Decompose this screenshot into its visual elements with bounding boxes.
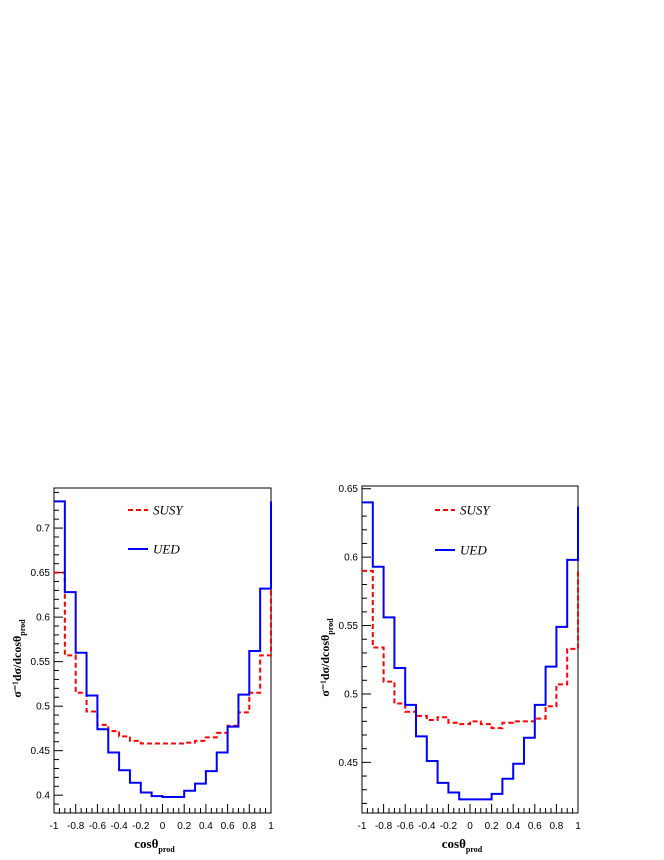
y-tick-label: 0.6 (344, 553, 358, 564)
x-axis-label: cosθprod (134, 836, 175, 854)
y-axis-label-main: σ⁻¹dσ/dcosθ (10, 636, 24, 698)
x-tick-label: 0.2 (485, 821, 499, 832)
y-tick-label: 0.45 (31, 746, 51, 757)
x-tick-label: 0.2 (177, 821, 191, 832)
plot-frame (53, 487, 272, 814)
y-axis-label-subscript: prod (18, 619, 27, 636)
y-tick-label: 0.6 (36, 613, 50, 624)
x-tick-label: 0 (467, 821, 473, 832)
x-tick-label: 0.8 (242, 821, 256, 832)
right-chart-panel: -1 -0.8 -0.6 -0.4 -0.2 0 0.2 0.4 0.6 0.8 1 0.45 0.5 0… (318, 484, 581, 854)
x-tick-label: 0.8 (549, 821, 563, 832)
x-tick-label: -0.8 (67, 821, 85, 832)
x-axis-label: cosθprod (442, 836, 483, 854)
y-tick-label: 0.55 (31, 657, 51, 668)
ued-histogram-line (54, 500, 272, 798)
x-tick-label: -0.2 (440, 821, 458, 832)
x-tick-label: 1 (268, 821, 274, 832)
y-tick-label: 0.7 (36, 524, 50, 535)
y-tick-label: 0.4 (36, 791, 50, 802)
x-tick-label: -0.8 (375, 821, 393, 832)
x-axis-label-subscript: prod (466, 845, 483, 854)
x-tick-label: 0.6 (221, 821, 235, 832)
y-tick-label: 0.55 (339, 621, 359, 632)
x-axis-label-main: cosθ (134, 836, 158, 851)
y-tick-label: 0.5 (36, 702, 50, 713)
x-tick-label: -0.4 (418, 821, 436, 832)
susy-legend-label: SUSY (460, 503, 491, 518)
x-axis-label-subscript: prod (158, 845, 175, 854)
y-axis-label-main: σ⁻¹dσ/dcosθ (318, 635, 332, 697)
ued-legend-label: UED (460, 543, 487, 558)
x-tick-label: -1 (50, 821, 59, 832)
x-tick-label: -0.6 (397, 821, 415, 832)
x-tick-label: 0 (160, 821, 166, 832)
y-axis-label-subscript: prod (326, 618, 335, 635)
y-tick-label: 0.65 (31, 568, 51, 579)
y-axis-label: σ⁻¹dσ/dcosθprod (318, 618, 335, 697)
susy-histogram-line (362, 569, 579, 730)
x-tick-label: -1 (358, 821, 367, 832)
x-tick-label: -0.4 (110, 821, 128, 832)
susy-legend-label: SUSY (153, 503, 184, 518)
x-tick-label: 0.6 (528, 821, 542, 832)
left-chart-panel: -1 -0.8 -0.6 -0.4 -0.2 0 0.2 0.4 0.6 0.8 1 0.4 0.45 0… (10, 487, 274, 854)
x-tick-label: 0.4 (199, 821, 213, 832)
y-tick-label: 0.65 (339, 484, 359, 495)
y-tick-label: 0.45 (339, 758, 359, 769)
x-axis-label-main: cosθ (442, 836, 466, 851)
x-tick-label: -0.6 (89, 821, 107, 832)
ued-legend-label: UED (153, 542, 180, 557)
y-axis-label: σ⁻¹dσ/dcosθprod (10, 619, 27, 698)
x-tick-label: -0.2 (132, 821, 150, 832)
x-tick-label: 1 (575, 821, 581, 832)
ued-histogram-line (362, 501, 579, 801)
x-tick-label: 0.4 (506, 821, 520, 832)
y-tick-label: 0.5 (344, 689, 358, 700)
